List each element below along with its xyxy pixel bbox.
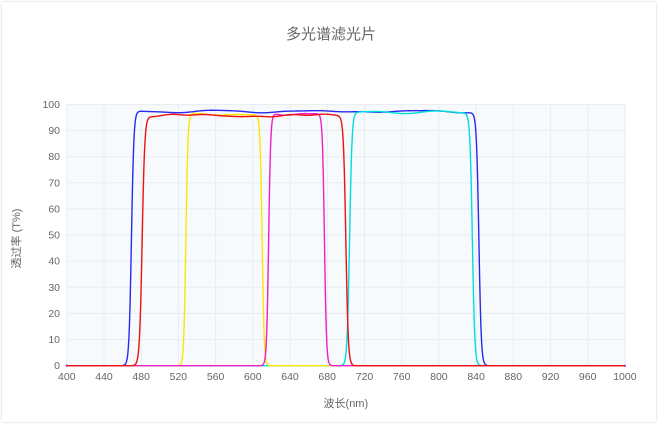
svg-text:60: 60 xyxy=(48,203,60,215)
svg-text:960: 960 xyxy=(579,371,597,383)
svg-text:50: 50 xyxy=(48,230,60,242)
svg-text:80: 80 xyxy=(48,151,60,163)
svg-text:90: 90 xyxy=(48,125,60,137)
svg-text:100: 100 xyxy=(42,99,60,111)
svg-text:0: 0 xyxy=(54,360,60,372)
svg-text:640: 640 xyxy=(281,371,299,383)
svg-text:10: 10 xyxy=(48,334,60,346)
svg-text:480: 480 xyxy=(132,371,150,383)
svg-text:600: 600 xyxy=(244,371,262,383)
svg-text:840: 840 xyxy=(467,371,485,383)
svg-text:40: 40 xyxy=(48,256,60,268)
svg-text:680: 680 xyxy=(318,371,336,383)
svg-text:多光谱滤光片: 多光谱滤光片 xyxy=(286,26,376,43)
svg-text:70: 70 xyxy=(48,177,60,189)
svg-text:波长(nm): 波长(nm) xyxy=(324,397,369,410)
svg-text:720: 720 xyxy=(356,371,374,383)
svg-text:透过率 (T%): 透过率 (T%) xyxy=(9,209,23,269)
svg-text:760: 760 xyxy=(393,371,411,383)
svg-text:880: 880 xyxy=(505,371,523,383)
svg-text:30: 30 xyxy=(48,282,60,294)
svg-text:920: 920 xyxy=(542,371,560,383)
svg-text:400: 400 xyxy=(58,371,76,383)
svg-text:1000: 1000 xyxy=(613,371,637,383)
svg-text:560: 560 xyxy=(207,371,225,383)
svg-text:20: 20 xyxy=(48,308,60,320)
svg-text:800: 800 xyxy=(430,371,448,383)
svg-text:520: 520 xyxy=(170,371,188,383)
svg-text:440: 440 xyxy=(95,371,113,383)
